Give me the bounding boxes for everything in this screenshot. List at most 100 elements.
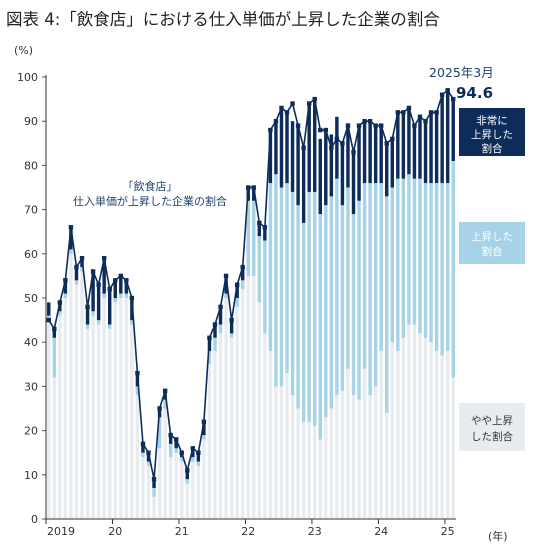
total-line-point	[190, 446, 196, 451]
bar-segment-slight	[312, 426, 317, 519]
bar-segment-very-high	[423, 121, 428, 184]
bar-segment-slight	[85, 328, 90, 519]
bar-segment-slight	[135, 395, 140, 519]
bar-segment-slight	[274, 386, 278, 519]
total-line-point	[439, 92, 445, 97]
bar-segment-very-high	[401, 112, 406, 179]
total-line-point	[185, 468, 190, 473]
bar-segment-slight	[257, 302, 262, 519]
bar-segment-increased	[52, 337, 57, 378]
bar-segment-increased	[191, 457, 195, 462]
total-line-point	[240, 264, 245, 270]
bar-segment-increased	[130, 320, 134, 325]
y-tick-label: 0	[31, 513, 38, 526]
bar-segment-increased	[335, 178, 339, 396]
total-line-point	[201, 419, 207, 424]
bar-segment-very-high	[290, 121, 295, 192]
bar-segment-increased	[85, 324, 90, 329]
bar-segment-slight	[63, 298, 68, 519]
bar-segment-slight	[373, 386, 378, 519]
x-tick-label: 20	[108, 525, 122, 538]
total-line-point	[229, 317, 234, 323]
bar-segment-increased	[119, 293, 123, 298]
bar-segment-very-high	[257, 222, 262, 237]
bar-segment-slight	[191, 461, 195, 519]
total-line-point	[362, 119, 367, 124]
bar-segment-slight	[74, 284, 79, 519]
total-line-point	[273, 119, 279, 124]
bar-segment-slight	[202, 439, 206, 519]
total-line-point	[334, 136, 340, 142]
bar-segment-slight	[440, 355, 444, 519]
bar-segment-very-high	[58, 302, 62, 312]
total-line-point	[107, 286, 112, 292]
bar-segment-increased	[357, 200, 361, 400]
total-line-point	[417, 114, 423, 119]
bar-segment-slight	[163, 408, 167, 519]
total-line-point	[428, 110, 434, 115]
total-line-point	[345, 123, 351, 128]
bar-segment-slight	[290, 395, 295, 519]
bar-segment-very-high	[429, 112, 433, 184]
total-line-point	[218, 304, 223, 310]
y-tick-label: 30	[24, 380, 38, 393]
plot-area: 0 10 20 30 40 50 60 70 80 90 100 2019 20 21 22 23 24 25	[17, 71, 456, 538]
bar-segment-increased	[202, 435, 206, 440]
bar-segment-very-high	[240, 267, 245, 281]
bar-segment-increased	[312, 191, 317, 427]
bar-segment-slight	[412, 324, 417, 519]
legend-increased-swatch	[459, 222, 525, 264]
total-line-point	[129, 295, 135, 301]
bar-segment-increased	[207, 351, 212, 365]
bar-segment-slight	[390, 342, 395, 519]
bar-segment-increased	[396, 178, 400, 352]
total-line-point	[74, 264, 79, 270]
legend-slightly-increased-line1: やや上昇	[471, 415, 513, 427]
bar-segment-slight	[279, 386, 284, 519]
bar-segment-increased	[274, 174, 278, 387]
bar-segment-increased	[307, 191, 311, 422]
bar-segment-slight	[329, 408, 334, 519]
bar-segment-very-high	[390, 138, 395, 188]
bar-segment-increased	[285, 183, 289, 374]
bar-segment-very-high	[96, 284, 101, 321]
bar-segment-very-high	[440, 94, 444, 184]
bar-segment-increased	[124, 293, 129, 298]
bar-segment-very-high	[418, 116, 422, 179]
bar-segment-increased	[429, 183, 433, 343]
bar-segment-very-high	[130, 298, 134, 321]
bar-segment-very-high	[224, 275, 228, 294]
total-line-point	[46, 317, 51, 323]
total-line-point	[96, 282, 101, 287]
bar-segment-very-high	[202, 421, 206, 436]
y-tick-label: 80	[24, 159, 38, 172]
bar-segment-slight	[102, 298, 106, 519]
bar-segment-very-high	[268, 130, 273, 184]
total-line-point	[262, 225, 268, 230]
bar-segment-very-high	[229, 320, 234, 334]
bar-segment-very-high	[213, 324, 217, 338]
bar-segment-slight	[218, 333, 223, 519]
bar-segment-very-high	[368, 121, 372, 184]
bar-segment-increased	[141, 452, 145, 458]
total-line-point	[234, 282, 240, 287]
total-line-point	[367, 119, 373, 124]
total-line-point	[207, 335, 212, 340]
bar-segment-slight	[429, 342, 433, 519]
bar-segment-very-high	[357, 125, 361, 201]
legend-very-high-line1: 非常に	[476, 114, 508, 127]
bar-segment-slight	[307, 421, 311, 519]
total-line-point	[379, 123, 384, 128]
total-line-point	[406, 105, 412, 111]
bar-segment-slight	[268, 351, 273, 519]
total-line-point	[135, 370, 140, 376]
bar-segment-increased	[174, 448, 178, 453]
bar-segment-increased	[218, 324, 223, 334]
bar-segment-increased	[301, 222, 306, 422]
bar-segment-slight	[113, 302, 117, 519]
bar-segment-increased	[451, 160, 455, 378]
total-line-point	[85, 304, 90, 310]
bar-segment-increased	[196, 461, 201, 466]
bar-segment-increased	[246, 200, 250, 276]
bar-segment-slight	[362, 368, 367, 519]
